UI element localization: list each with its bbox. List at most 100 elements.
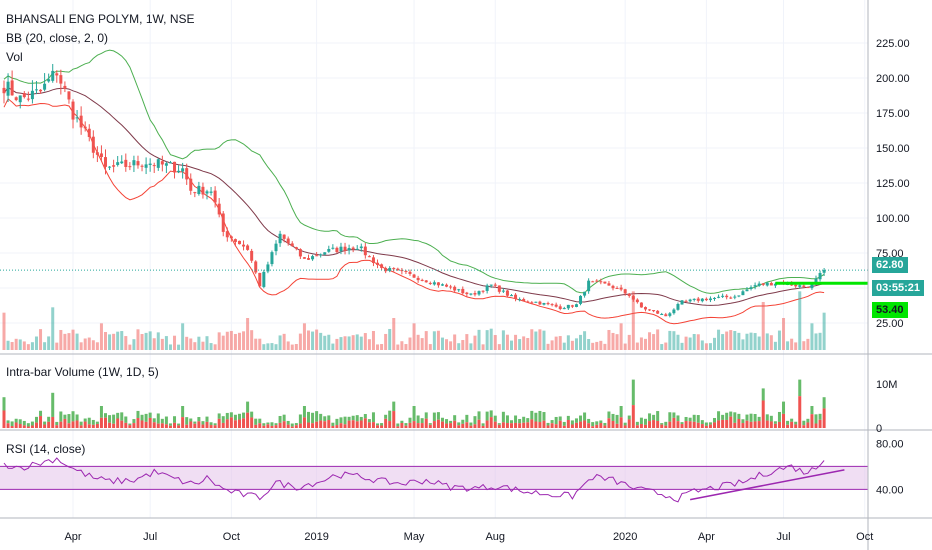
candle-body [713, 297, 716, 299]
rsi-pane[interactable] [0, 457, 868, 503]
intrabar-down-segment [643, 424, 647, 428]
candle-body [810, 284, 814, 289]
volume-bar [152, 338, 156, 350]
intrabar-down-segment [75, 420, 79, 428]
intrabar-down-segment [794, 424, 798, 428]
intrabar-up-segment [526, 418, 530, 423]
intrabar-up-segment [822, 397, 826, 409]
intrabar-down-segment [684, 421, 688, 428]
intrabar-down-segment [164, 424, 168, 428]
volume-bar [376, 344, 380, 350]
intrabar-volume-label[interactable]: Intra-bar Volume (1W, 1D, 5) [6, 365, 159, 379]
intrabar-up-segment [87, 417, 91, 425]
intrabar-up-segment [440, 417, 444, 422]
intrabar-up-segment [595, 421, 599, 425]
volume-tick-label: 10M [876, 379, 897, 391]
intrabar-down-segment [116, 418, 120, 428]
candle-body [225, 231, 229, 238]
candle-body [493, 284, 497, 286]
intrabar-down-segment [412, 421, 416, 428]
volume-bar [254, 338, 258, 350]
intrabar-down-segment [189, 421, 193, 428]
candle-body [412, 274, 416, 278]
intrabar-up-segment [481, 423, 485, 426]
volume-bar [290, 344, 294, 350]
candle-body [725, 295, 729, 298]
intrabar-down-segment [400, 422, 404, 428]
bb-indicator-label[interactable]: BB (20, close, 2, 0) [6, 31, 109, 45]
intrabar-down-segment [761, 400, 765, 428]
intrabar-down-segment [745, 420, 749, 428]
volume-bar [700, 340, 704, 350]
intrabar-down-segment [619, 417, 623, 428]
bar-countdown-tag: 03:55:21 [872, 280, 925, 296]
volume-bar [51, 307, 55, 350]
volume-bar [367, 339, 371, 350]
candle-body [611, 285, 615, 289]
intrabar-up-segment [530, 410, 534, 420]
candle-body [510, 295, 513, 297]
volume-bar [550, 340, 554, 350]
intrabar-up-segment [814, 414, 818, 424]
volume-bar [445, 339, 449, 350]
candle-body [221, 213, 225, 232]
volume-bar [144, 332, 148, 350]
volume-bar [713, 337, 716, 350]
volume-bar [363, 333, 367, 350]
volume-bar [522, 336, 526, 350]
price-pane[interactable] [0, 49, 868, 325]
candle-body [209, 191, 213, 193]
intrabar-down-segment [225, 419, 229, 428]
price-tick-label: 25.00 [876, 318, 904, 330]
volume-indicator-label[interactable]: Vol [6, 50, 23, 64]
candle-body [461, 288, 465, 294]
intrabar-down-segment [777, 421, 781, 428]
candle-body [550, 304, 554, 306]
intrabar-volume-pane[interactable] [2, 379, 826, 428]
volume-bar [773, 341, 777, 350]
rsi-indicator-label[interactable]: RSI (14, close) [6, 442, 86, 456]
intrabar-down-segment [286, 424, 290, 428]
volume-bar [30, 342, 34, 350]
intrabar-up-segment [554, 416, 558, 425]
intrabar-up-segment [217, 413, 221, 419]
candle-body [692, 298, 696, 300]
intrabar-down-segment [298, 423, 302, 428]
volume-bar [75, 333, 79, 350]
candle-body [55, 73, 59, 76]
candle-body [741, 291, 745, 296]
intrabar-up-segment [599, 420, 603, 423]
intrabar-down-segment [197, 421, 201, 428]
candle-body [497, 285, 501, 292]
intrabar-up-segment [717, 411, 721, 421]
intrabar-up-segment [189, 418, 193, 422]
intrabar-down-segment [140, 420, 144, 428]
intrabar-down-segment [250, 417, 254, 428]
intrabar-up-segment [359, 416, 363, 421]
intrabar-up-segment [307, 411, 310, 423]
intrabar-down-segment [327, 420, 331, 428]
intrabar-up-segment [132, 419, 136, 424]
intrabar-down-segment [343, 424, 347, 428]
time-tick-label: Oct [856, 531, 873, 543]
intrabar-up-segment [587, 418, 591, 424]
volume-bar [262, 344, 266, 350]
intrabar-down-segment [404, 425, 408, 428]
intrabar-up-segment [164, 416, 168, 425]
volume-bar [692, 334, 696, 350]
rsi-band-fill [0, 466, 868, 490]
candle-body [164, 163, 168, 166]
volume-bar [246, 318, 250, 350]
intrabar-up-segment [315, 411, 319, 422]
intrabar-down-segment [307, 422, 310, 428]
volume-bar [120, 331, 124, 350]
intrabar-down-segment [440, 421, 444, 428]
symbol-title[interactable]: BHANSALI ENG POLYM, 1W, NSE [6, 12, 195, 26]
intrabar-up-segment [510, 420, 513, 424]
intrabar-down-segment [700, 424, 704, 428]
candle-body [132, 160, 136, 166]
volume-pane[interactable] [2, 291, 826, 350]
intrabar-up-segment [566, 415, 570, 420]
